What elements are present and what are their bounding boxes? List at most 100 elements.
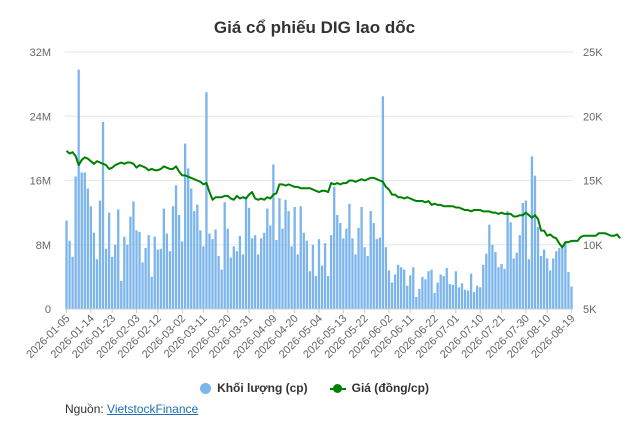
volume-bar (305, 240, 308, 309)
volume-bar (488, 224, 491, 309)
volume-bar (427, 271, 430, 309)
volume-bar (171, 206, 175, 309)
volume-bar (183, 143, 187, 309)
volume-bar (506, 211, 509, 309)
volume-bar (412, 267, 415, 309)
volume-bar (415, 296, 418, 309)
volume-bar (159, 248, 162, 309)
volume-bar (457, 287, 461, 309)
volume-bar (229, 257, 232, 309)
volume-bar (232, 246, 235, 309)
volume-bar (418, 288, 421, 309)
volume-bar (190, 188, 193, 309)
volume-bar (497, 267, 500, 309)
volume-bar (509, 222, 512, 309)
volume-bar (98, 200, 102, 309)
volume-bar (177, 215, 181, 309)
volume-bar (323, 243, 327, 309)
volume-bar (433, 292, 436, 309)
volume-bar (399, 267, 403, 309)
chart-title: Giá cổ phiếu DIG lao dốc (213, 18, 416, 37)
volume-bar (244, 196, 248, 309)
y-right-tick-label: 25K (583, 47, 603, 59)
volume-bar (503, 268, 506, 309)
volume-bar (275, 239, 278, 309)
volume-bar (396, 264, 400, 309)
volume-bar (293, 207, 296, 309)
volume-bar (65, 220, 68, 309)
volume-bar (372, 223, 375, 309)
volume-bar (110, 256, 114, 309)
volume-bar (132, 201, 135, 309)
volume-bar (147, 235, 150, 309)
volume-bar (393, 274, 397, 309)
volume-bar (549, 270, 552, 309)
volume-bar (342, 238, 345, 309)
volume-bar (80, 172, 83, 309)
volume-bar (326, 276, 330, 309)
volume-bar (217, 255, 220, 309)
volume-bar (363, 247, 366, 309)
volume-bar (375, 239, 378, 309)
volume-bar (257, 254, 260, 309)
volume-bar (336, 215, 339, 309)
volume-bar (527, 259, 531, 309)
volume-bar (378, 237, 381, 309)
volume-bar (68, 240, 71, 309)
volume-bar (235, 251, 239, 309)
source-link[interactable]: VietstockFinance (107, 402, 199, 416)
volume-bar (518, 235, 521, 309)
volume-bar (494, 251, 497, 309)
volume-bar (354, 254, 357, 309)
volume-bar (114, 244, 117, 309)
volume-bar (384, 247, 388, 309)
volume-bar (290, 246, 293, 309)
volume-bar (101, 121, 105, 309)
volume-bar (92, 232, 96, 309)
y-right-tick-label: 15K (583, 176, 603, 188)
volume-bar (117, 209, 120, 309)
volume-bar (515, 252, 518, 309)
volume-bar (351, 238, 354, 309)
volume-bar (314, 276, 318, 309)
volume-bar (476, 285, 479, 309)
volume-bar (345, 228, 348, 309)
volume-bar (369, 211, 372, 309)
volume-bar (247, 207, 251, 309)
volume-bar (214, 229, 217, 309)
legend-price-label: Giá (đồng/cp) (351, 381, 429, 395)
volume-bar (123, 236, 126, 309)
volume-bar (220, 269, 223, 309)
volume-bar (104, 248, 108, 309)
volume-bar (339, 223, 342, 309)
volume-bar (156, 249, 159, 309)
y-right-tick-label: 20K (583, 111, 603, 123)
y-left-tick-label: 0 (45, 304, 51, 316)
volume-bar (387, 270, 391, 309)
volume-bar (448, 284, 451, 309)
legend-item-price[interactable]: Giá (đồng/cp) (329, 381, 429, 395)
legend-item-volume[interactable]: Khối lượng (cp) (200, 381, 308, 395)
volume-bar (451, 284, 455, 309)
volume-bar (299, 206, 302, 309)
volume-bar (330, 235, 333, 309)
y-left-tick-label: 16M (30, 176, 51, 188)
volume-bar (278, 198, 281, 309)
volume-bar (424, 279, 427, 309)
volume-bar (512, 258, 515, 309)
volume-bar (381, 96, 385, 309)
volume-bar (263, 232, 266, 309)
volume-bar (241, 254, 245, 309)
volume-bar (421, 276, 424, 309)
volume-bar (135, 230, 138, 309)
volume-bar (521, 202, 524, 309)
volume-bar (567, 272, 570, 309)
volume-bar (436, 282, 439, 309)
volume-bar (187, 168, 190, 309)
volume-bar (482, 264, 485, 309)
volume-bar (555, 251, 558, 309)
volume-bar (445, 268, 448, 309)
volume-bar (126, 244, 129, 309)
